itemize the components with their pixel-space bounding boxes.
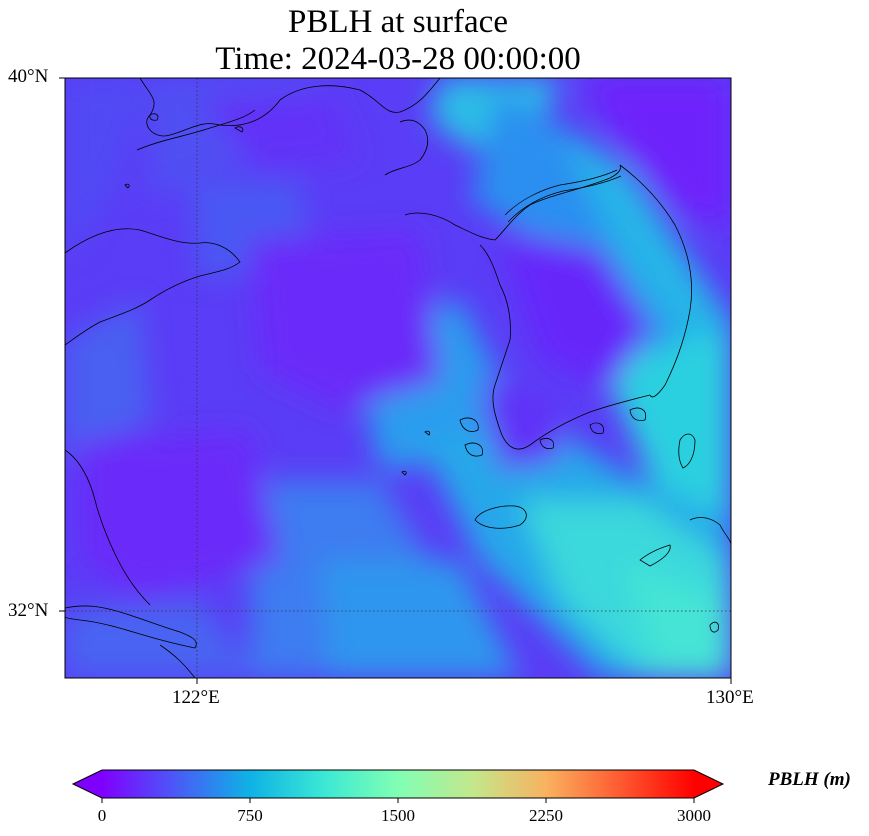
lat-tick-label: 32°N [8,600,49,621]
colorbar-tick-label: 2250 [529,806,563,825]
colorbar-gradient [102,770,694,798]
map-title-line2: Time: 2024-03-28 00:00:00 [215,41,581,77]
lon-tick-label: 122°E [172,687,220,708]
lat-tick-label: 40°N [8,66,49,87]
colorbar-title: PBLH (m) [768,769,851,790]
map-title-line1: PBLH at surface [288,4,508,40]
colorbar-extend-min [73,770,102,798]
colorbar-tick-label: 3000 [677,806,711,825]
lon-tick-label: 130°E [706,687,754,708]
coastlines [65,78,731,678]
pblh-field [65,78,731,678]
colorbar-extend-max [694,770,723,798]
colorbar-tick-label: 1500 [381,806,415,825]
colorbar-tick-label: 0 [97,806,107,825]
colorbar-tick-label: 750 [237,806,263,825]
gridlines [65,78,731,678]
map-frame [64,77,732,679]
